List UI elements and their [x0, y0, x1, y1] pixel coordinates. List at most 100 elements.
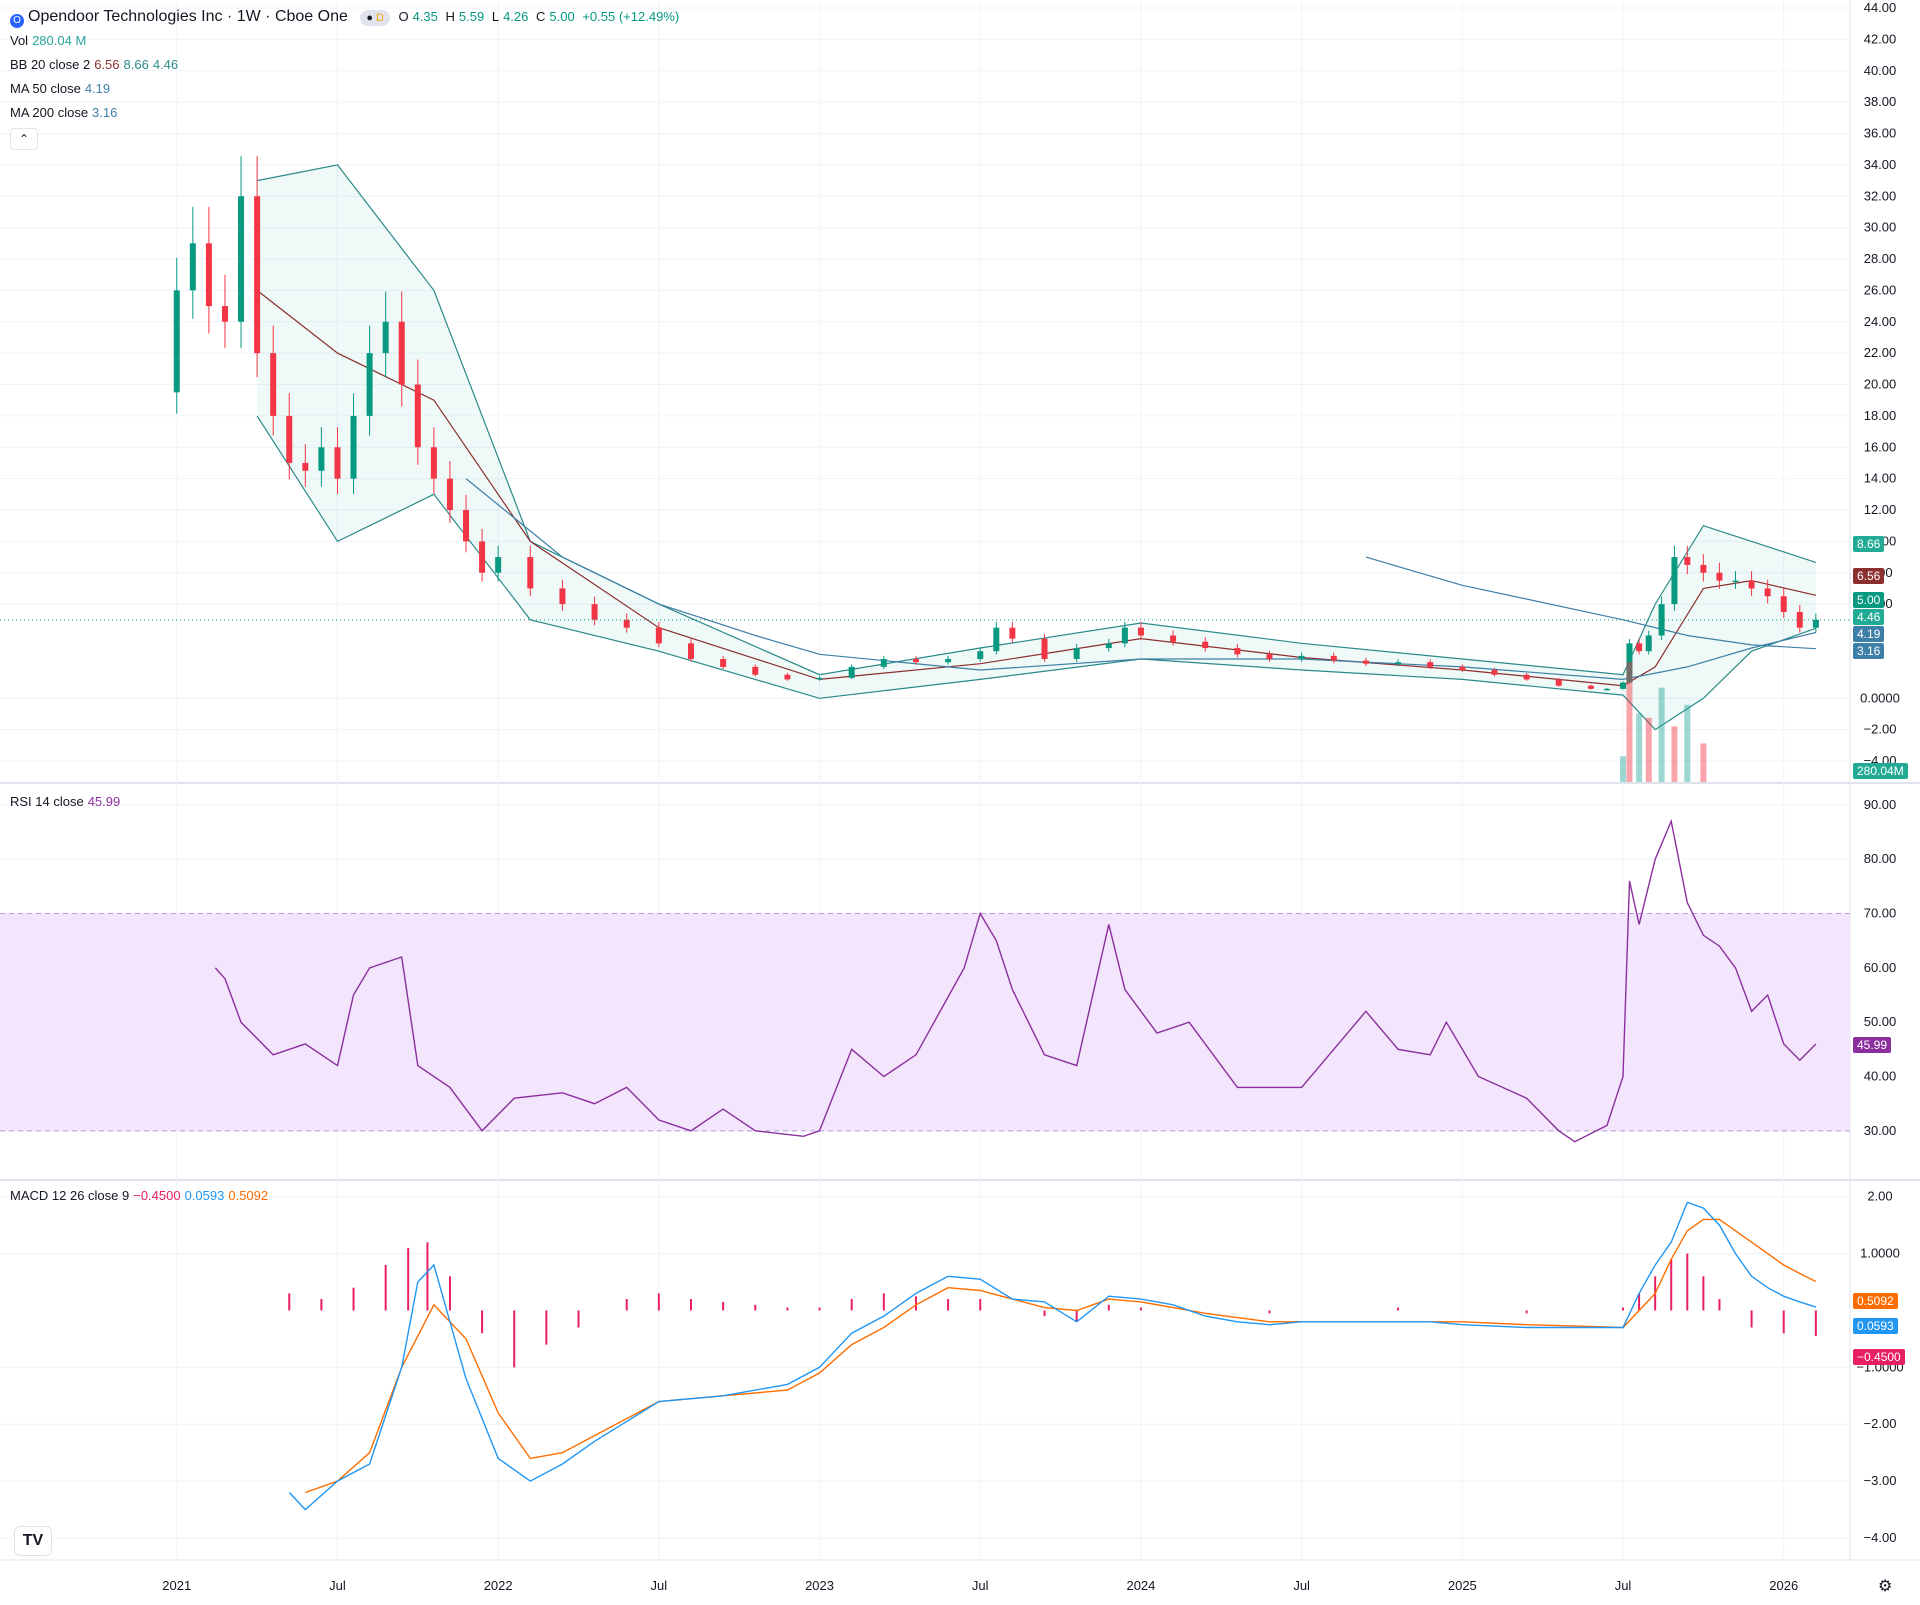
volume-bar	[1684, 704, 1691, 782]
y-tick-label: 0.0000	[1860, 690, 1900, 705]
bb-legend[interactable]: BB 20 close 2 6.56 8.66 4.46	[10, 57, 179, 72]
x-tick-label: 2021	[162, 1578, 191, 1593]
candle-body	[318, 447, 325, 471]
delayed-badge[interactable]: ● D	[360, 10, 390, 26]
macd-badge: 0.0593	[1853, 1318, 1898, 1334]
candle-body	[1796, 611, 1803, 628]
chevron-up-icon[interactable]: ⌃	[10, 128, 38, 150]
candle-body	[302, 462, 309, 471]
vol-legend[interactable]: Vol 280.04 M	[10, 33, 87, 48]
ma50-badge: 4.19	[1853, 626, 1885, 642]
candle-body	[1266, 654, 1273, 660]
candle-body	[1700, 564, 1707, 573]
candle-body	[623, 619, 630, 628]
x-tick-label: Jul	[651, 1578, 668, 1593]
candle-body	[238, 196, 245, 322]
candle-body	[1395, 662, 1402, 664]
candle-body	[205, 243, 212, 307]
ma200-legend[interactable]: MA 200 close 3.16	[10, 105, 118, 120]
y-tick-label: 40.00	[1864, 63, 1897, 78]
macd-line	[288, 1201, 1817, 1511]
candle-body	[1587, 685, 1594, 689]
rsi-line	[214, 818, 1817, 1143]
candle-body	[784, 674, 791, 680]
y-tick-label: −2.00	[1864, 722, 1897, 737]
y-tick-label: 16.00	[1864, 439, 1897, 454]
rsi-band	[0, 913, 1850, 1131]
volume-bar	[1700, 743, 1707, 782]
rsi-legend[interactable]: RSI 14 close 45.99	[10, 794, 121, 809]
candle-body	[752, 666, 759, 675]
y-tick-label: 40.00	[1864, 1069, 1897, 1084]
y-tick-label: −3.00	[1864, 1473, 1897, 1488]
candle-body	[655, 627, 662, 644]
candle-body	[1009, 627, 1016, 639]
x-tick-label: Jul	[329, 1578, 346, 1593]
candle-body	[1626, 643, 1633, 683]
change-value: +0.55 (+12.49%)	[582, 9, 680, 24]
candle-body	[1234, 648, 1241, 655]
x-tick-label: 2025	[1448, 1578, 1477, 1593]
rsi-badge: 45.99	[1853, 1037, 1892, 1053]
candle-body	[977, 651, 984, 660]
candle-body	[414, 384, 421, 448]
candle-body	[848, 666, 855, 678]
y-tick-label: 38.00	[1864, 94, 1897, 109]
bb-upper-badge: 8.66	[1853, 536, 1885, 552]
candle-body	[1716, 572, 1723, 581]
x-tick-label: 2023	[805, 1578, 834, 1593]
y-tick-label: 36.00	[1864, 126, 1897, 141]
ma200-badge: 3.16	[1853, 643, 1885, 659]
ma50-legend[interactable]: MA 50 close 4.19	[10, 81, 111, 96]
candle-body	[687, 643, 694, 660]
tradingview-logo-icon[interactable]: TV	[14, 1526, 52, 1556]
candle-body	[1073, 648, 1080, 660]
candle-body	[720, 659, 727, 667]
volume-bar	[1620, 756, 1627, 782]
x-tick-label: 2026	[1769, 1578, 1798, 1593]
y-tick-label: 60.00	[1864, 960, 1897, 975]
gear-icon[interactable]: ⚙	[1878, 1578, 1893, 1595]
candle-body	[1684, 557, 1691, 565]
volume-bar	[1626, 662, 1633, 782]
volume-bar	[1671, 726, 1678, 782]
candle-body	[446, 478, 453, 510]
candle-body	[1459, 666, 1466, 671]
candle-body	[591, 604, 598, 620]
y-tick-label: 32.00	[1864, 188, 1897, 203]
macd-legend[interactable]: MACD 12 26 close 9 −0.4500 0.0593 0.5092	[10, 1188, 269, 1203]
candle-body	[463, 510, 470, 542]
candle-body	[816, 677, 823, 680]
candle-body	[1620, 682, 1627, 689]
candle-body	[1041, 638, 1048, 660]
close-price-badge: 5.00	[1853, 592, 1885, 608]
candle-body	[880, 659, 887, 667]
candle-body	[1362, 660, 1369, 664]
y-tick-label: −2.00	[1864, 1416, 1897, 1431]
x-tick-label: 2024	[1126, 1578, 1155, 1593]
symbol-title[interactable]: Opendoor Technologies Inc · 1W · Cboe On…	[28, 8, 348, 25]
ohlc-values: O 4.35 H 5.59 L 4.26 C 5.00 +0.55 (+12.49%)	[398, 9, 680, 24]
candle-body	[286, 415, 293, 463]
candle-body	[1636, 643, 1643, 652]
candle-body	[1170, 635, 1177, 642]
bb-lower-badge: 4.46	[1853, 609, 1885, 625]
candle-body	[1658, 604, 1665, 636]
volume-bar	[1645, 717, 1652, 782]
candle-body	[398, 321, 405, 385]
signal-badge: 0.5092	[1853, 1293, 1898, 1309]
vol-badge: 280.04M	[1853, 763, 1908, 779]
candle-body	[1812, 619, 1819, 628]
y-tick-label: 42.00	[1864, 31, 1897, 46]
y-tick-label: 70.00	[1864, 906, 1897, 921]
y-tick-label: 24.00	[1864, 314, 1897, 329]
bb-upper-line	[256, 164, 1817, 676]
ma50-line	[465, 478, 1817, 681]
candle-body	[1603, 688, 1610, 691]
y-tick-label: 44.00	[1864, 0, 1897, 15]
ma200-line	[1365, 556, 1816, 650]
candle-body	[1523, 674, 1530, 680]
y-tick-label: 14.00	[1864, 471, 1897, 486]
